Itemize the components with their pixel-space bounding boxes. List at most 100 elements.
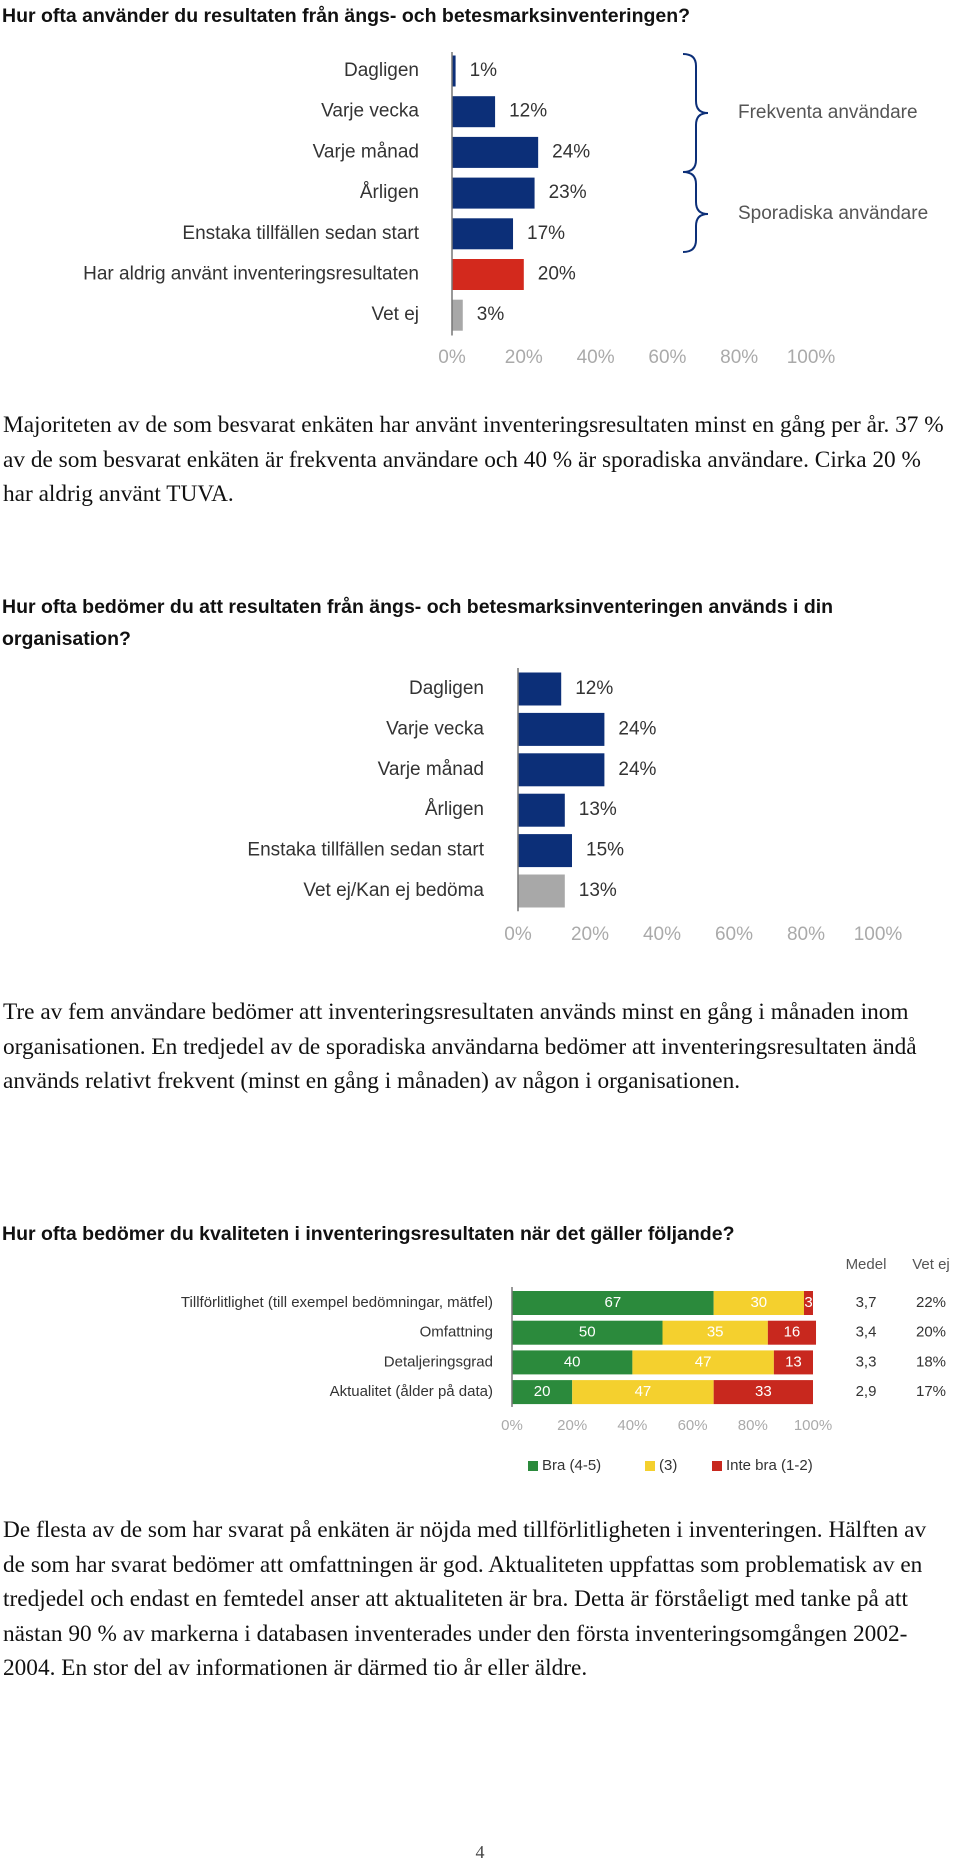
brace-sporadic [682, 171, 709, 253]
value-label: 24% [618, 759, 656, 780]
category-label: Årligen [360, 182, 419, 203]
x-tick-label: 100% [787, 347, 836, 368]
bar-segment [767, 1320, 817, 1345]
value-label: 12% [575, 678, 613, 699]
bar-segment [572, 1380, 714, 1405]
x-tick-label: 40% [643, 924, 681, 945]
chart-title: Hur ofta bedömer du att resultaten från … [2, 596, 834, 650]
column-value: 22% [916, 1294, 946, 1311]
value-label: 12% [509, 101, 547, 122]
category-label: Detaljeringsgrad [384, 1353, 493, 1370]
category-label: Varje vecka [321, 101, 419, 122]
category-label: Dagligen [344, 60, 419, 81]
bar-segment [512, 1350, 633, 1375]
value-label: 24% [618, 718, 656, 739]
bar [518, 874, 565, 908]
category-label: Varje vecka [386, 718, 484, 739]
x-tick-label: 0% [504, 924, 532, 945]
category-label: Varje månad [313, 141, 419, 162]
segment-label: 47 [635, 1383, 652, 1400]
bar-segment [713, 1380, 813, 1405]
value-label: 24% [552, 141, 590, 162]
value-label: 13% [579, 799, 617, 820]
category-label: Har aldrig använt inventeringsresultaten [83, 264, 419, 285]
bar-segment [773, 1350, 813, 1375]
category-label: Vet ej [371, 304, 419, 325]
paragraph: De flesta av de som har svarat på enkäte… [3, 1517, 927, 1681]
column-value: 3,4 [856, 1324, 877, 1341]
value-label: 17% [527, 223, 565, 244]
column-value: 3,7 [856, 1294, 877, 1311]
bar [518, 834, 572, 868]
x-tick-label: 60% [648, 347, 686, 368]
segment-label: 20 [534, 1383, 551, 1400]
bar [518, 712, 605, 746]
column-value: 17% [916, 1383, 946, 1400]
x-tick-label: 20% [505, 347, 543, 368]
x-tick-label: 80% [738, 1417, 768, 1434]
category-label: Varje månad [378, 759, 484, 780]
column-value: 18% [916, 1353, 946, 1370]
bar-segment [512, 1291, 714, 1315]
x-tick-label: 0% [438, 347, 466, 368]
bar [518, 672, 562, 706]
legend-label: Bra (4-5) [542, 1457, 601, 1474]
legend-swatch [712, 1461, 722, 1471]
bar-segment [632, 1350, 774, 1375]
chart-title: Hur ofta bedömer du kvaliteten i invente… [2, 1223, 735, 1245]
legend-swatch [528, 1461, 538, 1471]
segment-label: 35 [707, 1324, 724, 1341]
x-tick-label: 20% [557, 1417, 587, 1434]
column-header: Vet ej [912, 1256, 950, 1273]
column-value: 20% [916, 1324, 946, 1341]
page-number: 4 [475, 1842, 485, 1862]
x-tick-label: 80% [720, 347, 758, 368]
bar [452, 55, 456, 87]
legend-swatch [645, 1461, 655, 1471]
x-tick-label: 80% [787, 924, 825, 945]
value-label: 15% [586, 840, 624, 861]
x-tick-label: 40% [577, 347, 615, 368]
category-label: Vet ej/Kan ej bedöma [303, 880, 484, 901]
segment-label: 33 [755, 1383, 772, 1400]
segment-label: 47 [695, 1353, 712, 1370]
category-label: Årligen [425, 799, 484, 820]
column-header: Medel [846, 1256, 887, 1273]
x-tick-label: 100% [854, 924, 903, 945]
x-tick-label: 0% [501, 1417, 523, 1434]
legend-label: (3) [659, 1457, 677, 1474]
segment-label: 16 [784, 1324, 801, 1341]
segment-label: 13 [785, 1353, 802, 1370]
annotation: Sporadiska användare [738, 203, 928, 224]
segment-label: 3 [804, 1294, 812, 1311]
bar-segment [662, 1320, 768, 1345]
x-tick-label: 60% [715, 924, 753, 945]
segment-label: 50 [579, 1324, 596, 1341]
x-tick-label: 20% [571, 924, 609, 945]
segment-label: 30 [750, 1294, 767, 1311]
bar [518, 753, 605, 787]
category-label: Enstaka tillfällen sedan start [247, 840, 484, 861]
value-label: 3% [477, 304, 505, 325]
bar-segment [803, 1291, 813, 1315]
x-tick-label: 60% [678, 1417, 708, 1434]
annotation: Frekventa användare [738, 102, 918, 123]
segment-label: 40 [564, 1353, 581, 1370]
category-label: Enstaka tillfällen sedan start [182, 223, 419, 244]
bar [452, 299, 463, 331]
value-label: 20% [538, 264, 576, 285]
segment-label: 67 [604, 1294, 621, 1311]
x-tick-label: 100% [794, 1417, 832, 1434]
bar [452, 136, 539, 168]
bar-segment [713, 1291, 804, 1315]
value-label: 1% [470, 60, 498, 81]
bar-segment [512, 1320, 663, 1345]
bar-segment [512, 1380, 573, 1405]
legend-label: Inte bra (1-2) [726, 1457, 813, 1474]
value-label: 13% [579, 880, 617, 901]
bar [452, 218, 514, 250]
category-label: Omfattning [420, 1324, 493, 1341]
brace-frequent [682, 53, 709, 173]
chart-title: Hur ofta använder du resultaten från äng… [2, 5, 691, 27]
